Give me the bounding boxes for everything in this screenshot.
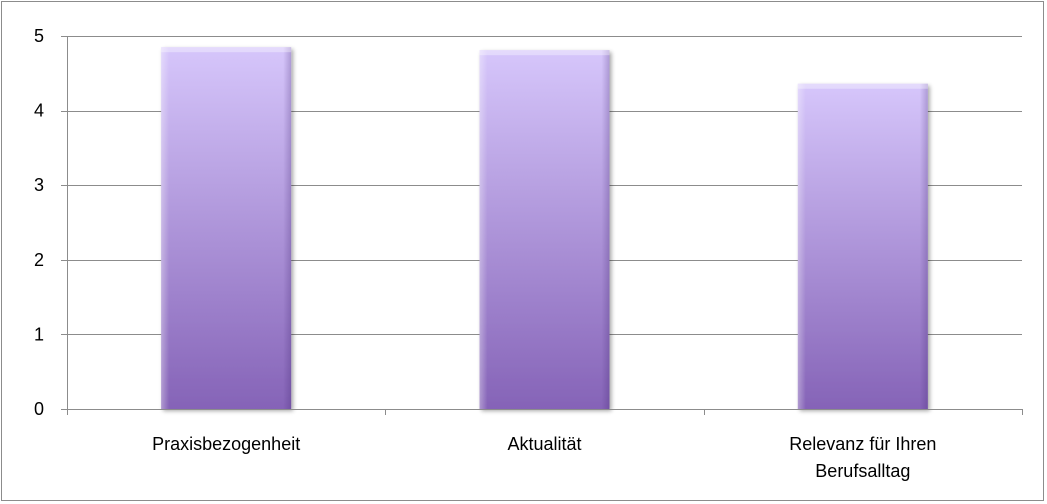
bar-bevel-top xyxy=(161,47,292,53)
y-tick-label: 1 xyxy=(34,324,44,344)
bar-bevel-left xyxy=(797,83,806,409)
y-tick-label: 0 xyxy=(34,399,44,419)
x-tick-label: Aktualität xyxy=(507,434,581,454)
x-tick-label: Praxisbezogenheit xyxy=(152,434,300,454)
y-tick-label: 5 xyxy=(34,26,44,46)
bar-fill xyxy=(479,50,610,409)
y-tick-label: 3 xyxy=(34,175,44,195)
bar xyxy=(479,50,610,409)
bar-bevel-left xyxy=(479,50,488,409)
bar xyxy=(161,47,292,409)
axis-labels: 0 1 2 3 4 5 Praxisbezogenheit Aktualität Relevan… xyxy=(34,26,936,481)
bar-bevel-right xyxy=(601,50,610,409)
y-tick-label: 4 xyxy=(34,101,44,121)
axes xyxy=(61,36,1023,415)
bar-fill xyxy=(797,83,928,409)
bar-fill xyxy=(161,47,292,409)
x-tick-label: Relevanz für Ihren Berufsalltag xyxy=(789,434,936,481)
bar xyxy=(797,83,928,409)
bar-bevel-left xyxy=(161,47,170,409)
bar-bevel-right xyxy=(919,83,928,409)
y-tick-label: 2 xyxy=(34,250,44,270)
bar-bevel-top xyxy=(479,50,610,56)
bar-bevel-right xyxy=(283,47,292,409)
bar-bevel-top xyxy=(797,83,928,89)
bars xyxy=(161,47,928,409)
